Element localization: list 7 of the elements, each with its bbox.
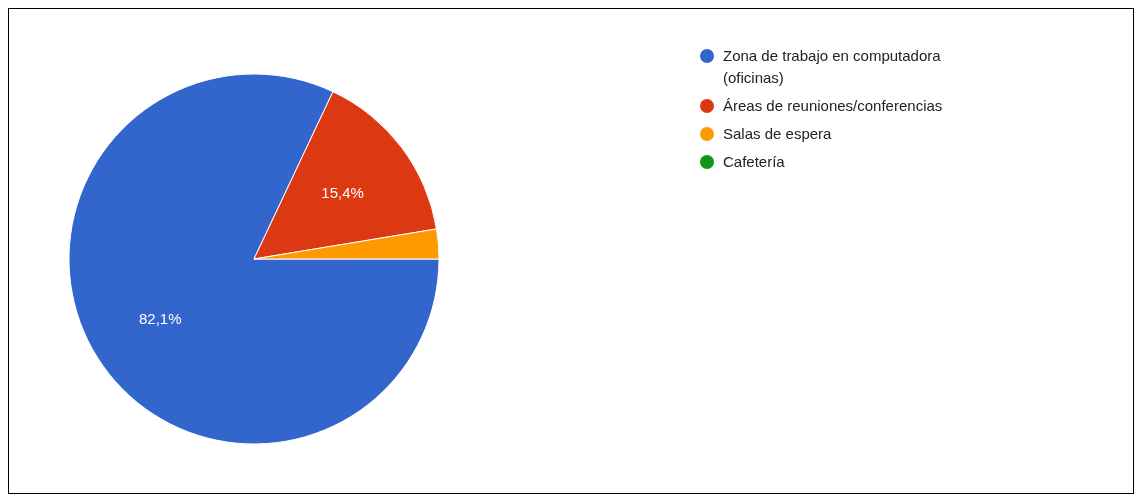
pie-slice: [68, 73, 440, 445]
data-label: 82,1%: [138, 309, 182, 327]
legend-label: Cafetería: [723, 152, 786, 172]
legend-label: Salas de espera: [723, 124, 833, 144]
legend-label: Áreas de reuniones/conferencias: [723, 96, 944, 116]
legend-label: Zona de trabajo en computadora (oficinas): [723, 46, 942, 88]
data-label: 15,4%: [321, 183, 364, 201]
